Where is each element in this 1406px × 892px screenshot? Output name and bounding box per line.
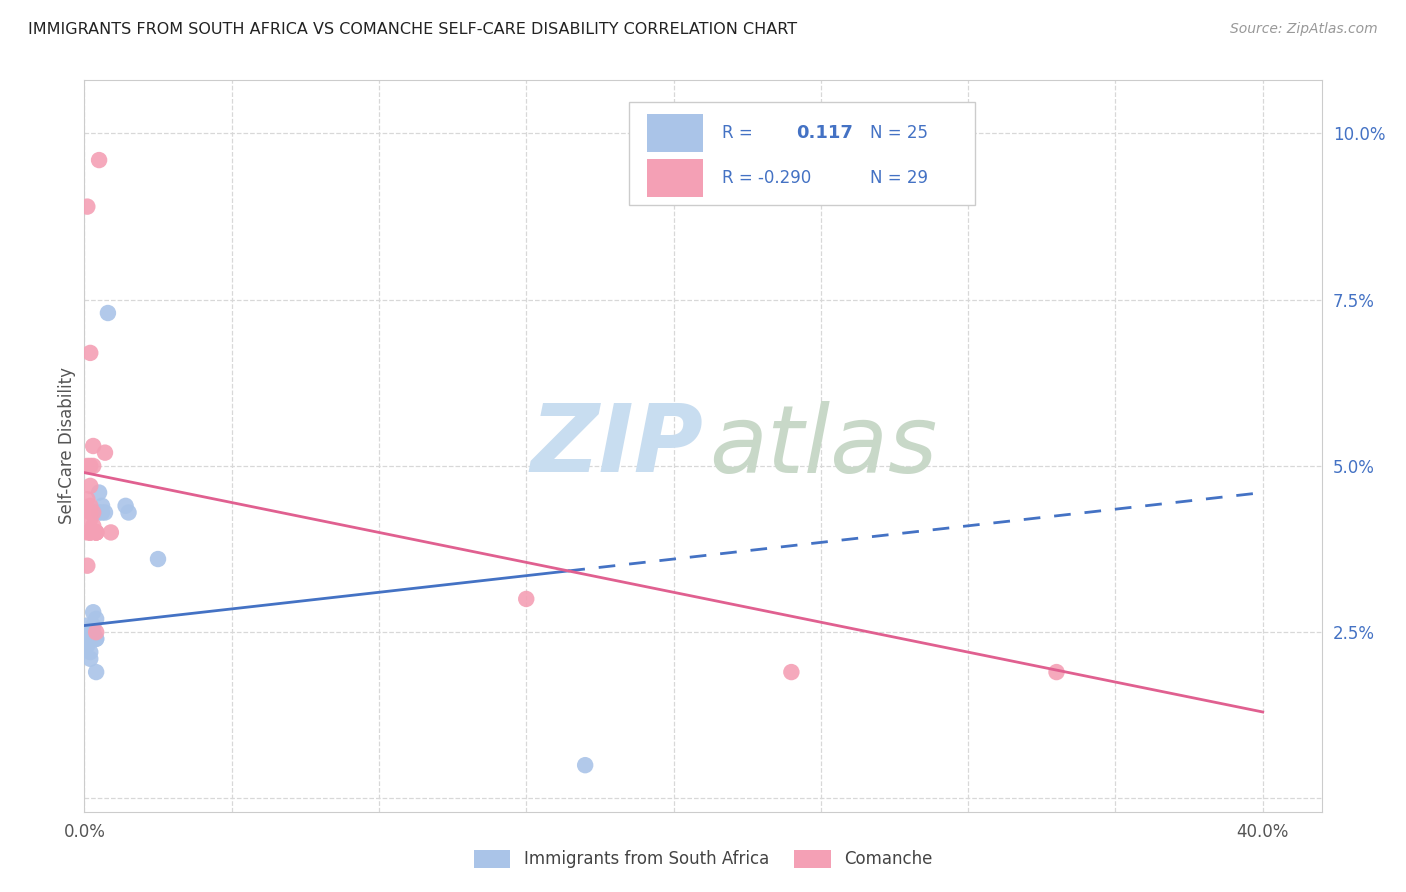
Point	[1045, 665, 1067, 679]
Point	[87, 506, 110, 520]
Text: Source: ZipAtlas.com: Source: ZipAtlas.com	[1230, 22, 1378, 37]
Point	[91, 499, 114, 513]
Point	[117, 506, 139, 520]
Point	[79, 512, 101, 526]
Point	[91, 506, 114, 520]
Point	[114, 499, 136, 513]
Text: 0.117: 0.117	[796, 124, 852, 142]
Point	[82, 458, 104, 473]
Point	[79, 506, 101, 520]
Text: R = -0.290: R = -0.290	[721, 169, 811, 187]
Point	[76, 639, 98, 653]
Point	[76, 200, 98, 214]
Point	[79, 525, 101, 540]
FancyBboxPatch shape	[628, 103, 976, 204]
Point	[515, 591, 537, 606]
Point	[76, 625, 98, 640]
Text: N = 25: N = 25	[870, 124, 928, 142]
Point	[84, 525, 107, 540]
Text: N = 29: N = 29	[870, 169, 928, 187]
Point	[84, 632, 107, 646]
Text: ZIP: ZIP	[530, 400, 703, 492]
Point	[79, 632, 101, 646]
Point	[79, 346, 101, 360]
Point	[82, 439, 104, 453]
Point	[97, 306, 120, 320]
Point	[79, 645, 101, 659]
Point	[76, 618, 98, 632]
Point	[146, 552, 169, 566]
Text: IMMIGRANTS FROM SOUTH AFRICA VS COMANCHE SELF-CARE DISABILITY CORRELATION CHART: IMMIGRANTS FROM SOUTH AFRICA VS COMANCHE…	[28, 22, 797, 37]
Point	[82, 605, 104, 619]
Point	[87, 485, 110, 500]
Point	[79, 525, 101, 540]
Point	[76, 525, 98, 540]
Point	[94, 506, 117, 520]
Text: atlas: atlas	[709, 401, 938, 491]
Point	[100, 525, 122, 540]
Point	[780, 665, 803, 679]
Point	[94, 445, 117, 459]
Point	[82, 618, 104, 632]
Point	[79, 652, 101, 666]
Point	[79, 458, 101, 473]
Point	[79, 525, 101, 540]
Point	[84, 665, 107, 679]
Point	[84, 525, 107, 540]
Point	[574, 758, 596, 772]
Point	[84, 632, 107, 646]
Point	[82, 625, 104, 640]
Point	[87, 153, 110, 167]
Point	[76, 492, 98, 507]
Point	[84, 625, 107, 640]
Bar	[647, 160, 703, 197]
Legend: Immigrants from South Africa, Comanche: Immigrants from South Africa, Comanche	[465, 841, 941, 877]
Point	[79, 479, 101, 493]
Point	[82, 506, 104, 520]
Point	[76, 632, 98, 646]
Y-axis label: Self-Care Disability: Self-Care Disability	[58, 368, 76, 524]
Point	[84, 525, 107, 540]
Bar	[647, 114, 703, 152]
Point	[84, 525, 107, 540]
Point	[82, 518, 104, 533]
Point	[76, 458, 98, 473]
Point	[79, 625, 101, 640]
Point	[76, 558, 98, 573]
Point	[79, 499, 101, 513]
Text: R =: R =	[721, 124, 752, 142]
Point	[84, 612, 107, 626]
